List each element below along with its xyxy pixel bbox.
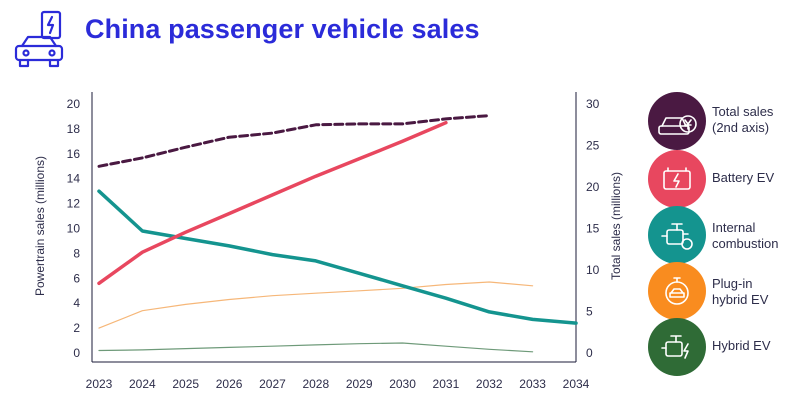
y2-tick-label: 25 [586, 139, 600, 153]
y2-tick-label: 10 [586, 263, 600, 277]
plug-car-icon [648, 262, 706, 320]
series-line-total-sales-2nd-axis [97, 114, 491, 168]
x-tick-label: 2029 [346, 377, 373, 391]
legend-item-total-sales: Total sales (2nd axis) [648, 92, 800, 152]
page-title: China passenger vehicle sales [85, 14, 480, 44]
y-tick-label: 14 [67, 172, 81, 186]
y-tick-label: 8 [73, 246, 80, 260]
legend-label: Total sales (2nd axis) [712, 104, 774, 135]
electric-car-icon [10, 8, 72, 70]
series-line-plug-in-hybrid-ev [98, 281, 534, 329]
x-tick-label: 2030 [389, 377, 416, 391]
engine-icon [648, 206, 706, 264]
y-axis-label: Powertrain sales (millions) [33, 156, 47, 296]
legend-item-hybrid-ev: Hybrid EV [648, 318, 800, 378]
y2-tick-label: 30 [586, 97, 600, 111]
car-yuan-icon [648, 92, 706, 150]
y2-axis-label: Total sales (millions) [609, 172, 623, 280]
x-tick-label: 2028 [302, 377, 329, 391]
y-tick-label: 4 [73, 296, 80, 310]
y-tick-label: 10 [67, 222, 81, 236]
y-tick-label: 12 [67, 197, 81, 211]
x-tick-label: 2032 [476, 377, 503, 391]
y-tick-label: 6 [73, 271, 80, 285]
battery-bolt-icon [648, 150, 706, 208]
y-tick-label: 16 [67, 147, 81, 161]
legend-label: Internal combustion [712, 220, 779, 251]
engine-bolt-icon [648, 318, 706, 376]
legend-label: Battery EV [712, 170, 775, 185]
series-line-internal-combustion [97, 189, 578, 325]
y2-tick-label: 0 [586, 346, 593, 360]
x-tick-label: 2033 [519, 377, 546, 391]
legend-label: Hybrid EV [712, 338, 771, 353]
x-tick-label: 2026 [216, 377, 243, 391]
y2-tick-label: 15 [586, 222, 600, 236]
x-tick-label: 2023 [86, 377, 113, 391]
x-tick-label: 2025 [172, 377, 199, 391]
chart-series [97, 114, 578, 353]
legend-item-internal-combustion: Internal combustion [648, 206, 800, 266]
y-tick-label: 0 [73, 346, 80, 360]
x-tick-label: 2027 [259, 377, 286, 391]
y-tick-label: 18 [67, 122, 81, 136]
y-tick-label: 20 [67, 97, 81, 111]
series-line-battery-ev [97, 120, 448, 286]
series-line-hybrid-ev [98, 342, 534, 353]
legend-label: Plug-in hybrid EV [712, 276, 769, 307]
y2-tick-label: 20 [586, 180, 600, 194]
y-tick-label: 2 [73, 321, 80, 335]
x-tick-label: 2034 [563, 377, 590, 391]
x-tick-label: 2031 [433, 377, 460, 391]
x-tick-label: 2024 [129, 377, 156, 391]
legend-item-battery-ev: Battery EV [648, 150, 800, 210]
y2-tick-label: 5 [586, 305, 593, 319]
legend-item-plug-in-hybrid: Plug-in hybrid EV [648, 262, 800, 322]
